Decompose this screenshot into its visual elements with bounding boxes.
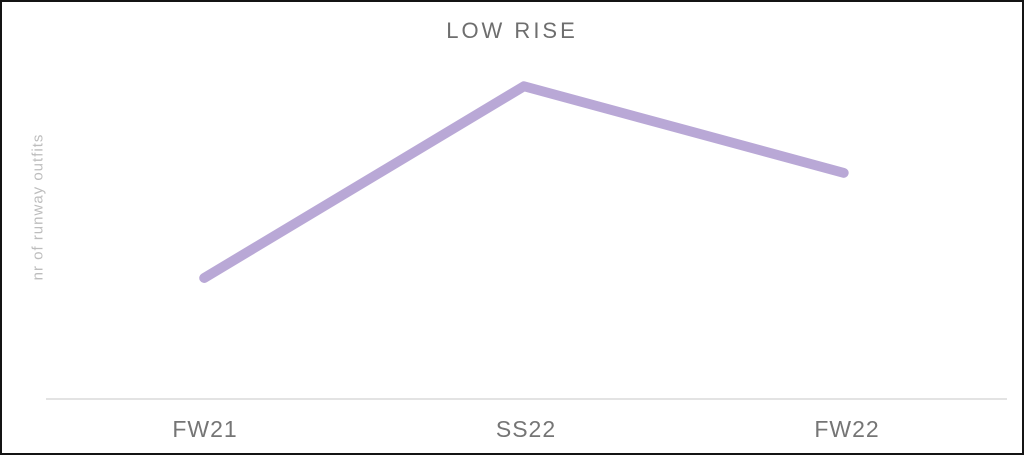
trend-line <box>199 81 849 283</box>
x-tick-label-ss22: SS22 <box>495 416 557 442</box>
x-axis-line <box>46 398 1007 400</box>
chart-title: LOW RISE <box>446 18 578 43</box>
x-tick-label-fw22: FW22 <box>814 416 880 442</box>
x-tick-label-fw21: FW21 <box>172 416 238 442</box>
